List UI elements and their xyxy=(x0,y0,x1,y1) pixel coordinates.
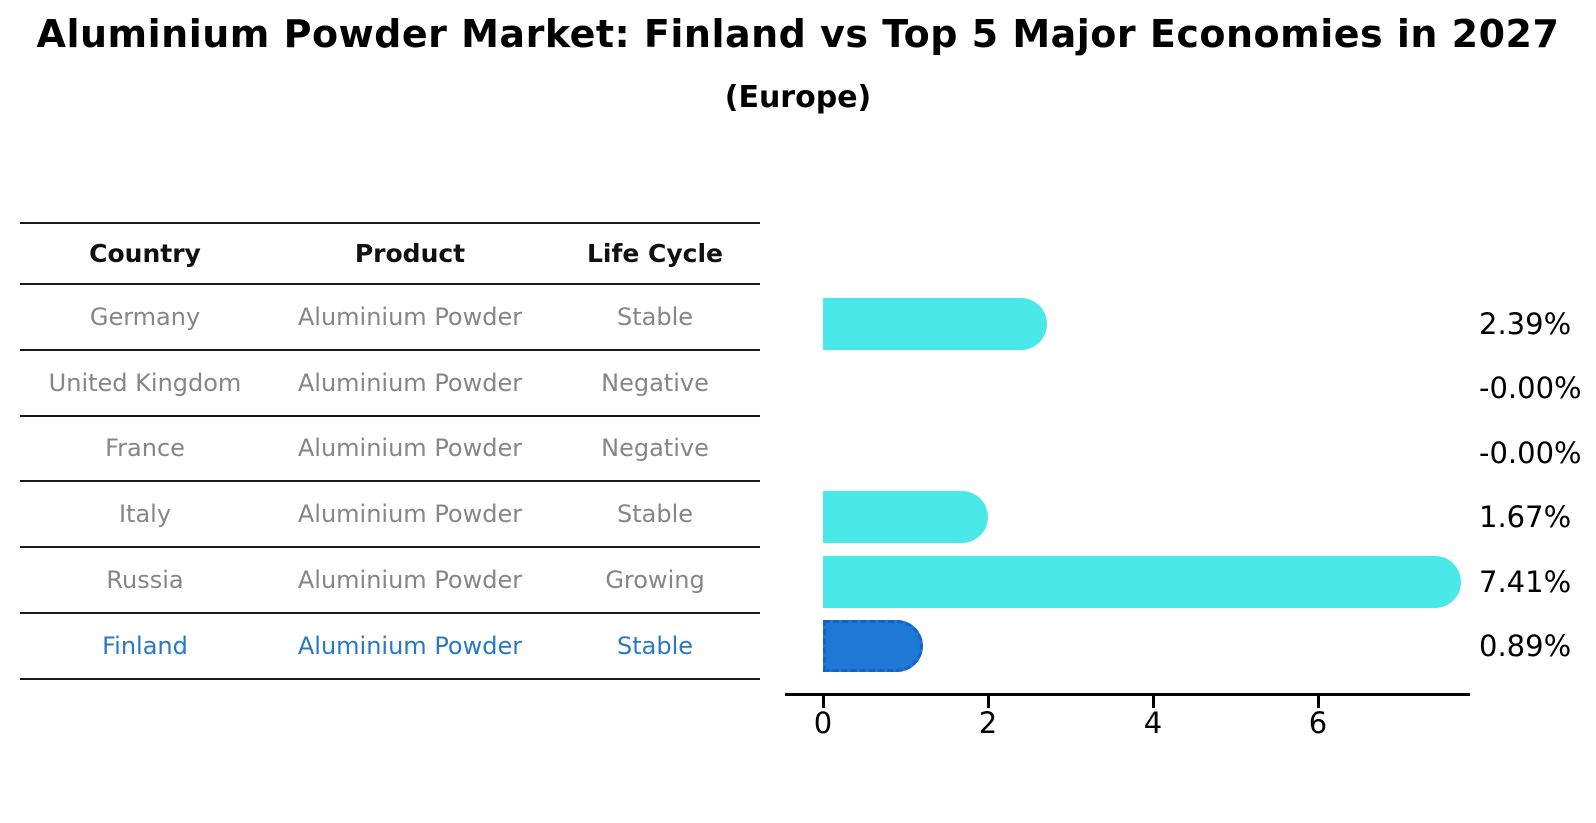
lifecycle-cell: Negative xyxy=(601,434,709,463)
x-axis-tick xyxy=(1151,696,1155,708)
product-cell: Aluminium Powder xyxy=(297,566,523,595)
country-cell: United Kingdom xyxy=(48,368,242,397)
x-axis-tick-label: 0 xyxy=(813,706,833,740)
value-label-finland: 0.89% xyxy=(1479,629,1572,663)
country-table: Country Product Life Cycle Germany Alumin… xyxy=(20,222,760,680)
product-cell: Aluminium Powder xyxy=(297,434,523,463)
lifecycle-cell: Stable xyxy=(616,500,694,529)
lifecycle-cell: Growing xyxy=(605,566,705,595)
column-header-country: Country xyxy=(89,239,201,268)
table-row-united-kingdom: United Kingdom Aluminium Powder Negative xyxy=(20,351,760,417)
bar-finland xyxy=(823,620,924,672)
x-axis-tick-label: 2 xyxy=(978,706,998,740)
x-axis-line xyxy=(785,693,1470,696)
country-cell: France xyxy=(105,434,185,463)
product-cell: Aluminium Powder xyxy=(297,368,523,397)
product-cell: Aluminium Powder xyxy=(297,302,523,331)
table-row-russia: Russia Aluminium Powder Growing xyxy=(20,548,760,614)
value-label-united-kingdom: -0.00% xyxy=(1479,371,1582,406)
product-cell: Aluminium Powder xyxy=(297,500,523,529)
value-label-germany: 2.39% xyxy=(1479,307,1572,341)
chart-title: Aluminium Powder Market: Finland vs Top … xyxy=(36,12,1560,56)
country-cell: Russia xyxy=(106,566,184,595)
x-axis-tick xyxy=(821,696,825,708)
bar-germany xyxy=(823,298,1048,350)
x-axis-tick-label: 6 xyxy=(1308,706,1328,740)
country-cell: Finland xyxy=(102,631,188,660)
lifecycle-cell: Stable xyxy=(616,302,694,331)
column-header-lifecycle: Life Cycle xyxy=(586,239,724,268)
x-axis-tick-label: 4 xyxy=(1143,706,1163,740)
column-header-product: Product xyxy=(354,239,466,268)
table-row-germany: Germany Aluminium Powder Stable xyxy=(20,285,760,351)
table-body: Germany Aluminium Powder Stable United King… xyxy=(20,285,760,680)
value-label-russia: 7.41% xyxy=(1479,564,1572,599)
chart-subtitle: (Europe) xyxy=(724,80,872,115)
table-row-france: France Aluminium Powder Negative xyxy=(20,417,760,483)
country-cell: Italy xyxy=(118,500,172,529)
lifecycle-cell: Stable xyxy=(616,631,694,660)
bar-italy xyxy=(823,491,988,544)
value-label-italy: 1.67% xyxy=(1479,500,1572,535)
x-axis-tick xyxy=(1316,696,1320,708)
lifecycle-cell: Negative xyxy=(601,368,709,397)
table-row-italy: Italy Aluminium Powder Stable xyxy=(20,482,760,549)
value-label-france: -0.00% xyxy=(1479,435,1582,470)
table-header-row: Country Product Life Cycle xyxy=(20,224,760,285)
country-cell: Germany xyxy=(89,302,201,331)
product-cell: Aluminium Powder xyxy=(297,631,523,660)
table-row-finland: Finland Aluminium Powder Stable xyxy=(20,614,760,680)
bar-russia xyxy=(823,555,1462,608)
x-axis-tick xyxy=(986,696,990,708)
